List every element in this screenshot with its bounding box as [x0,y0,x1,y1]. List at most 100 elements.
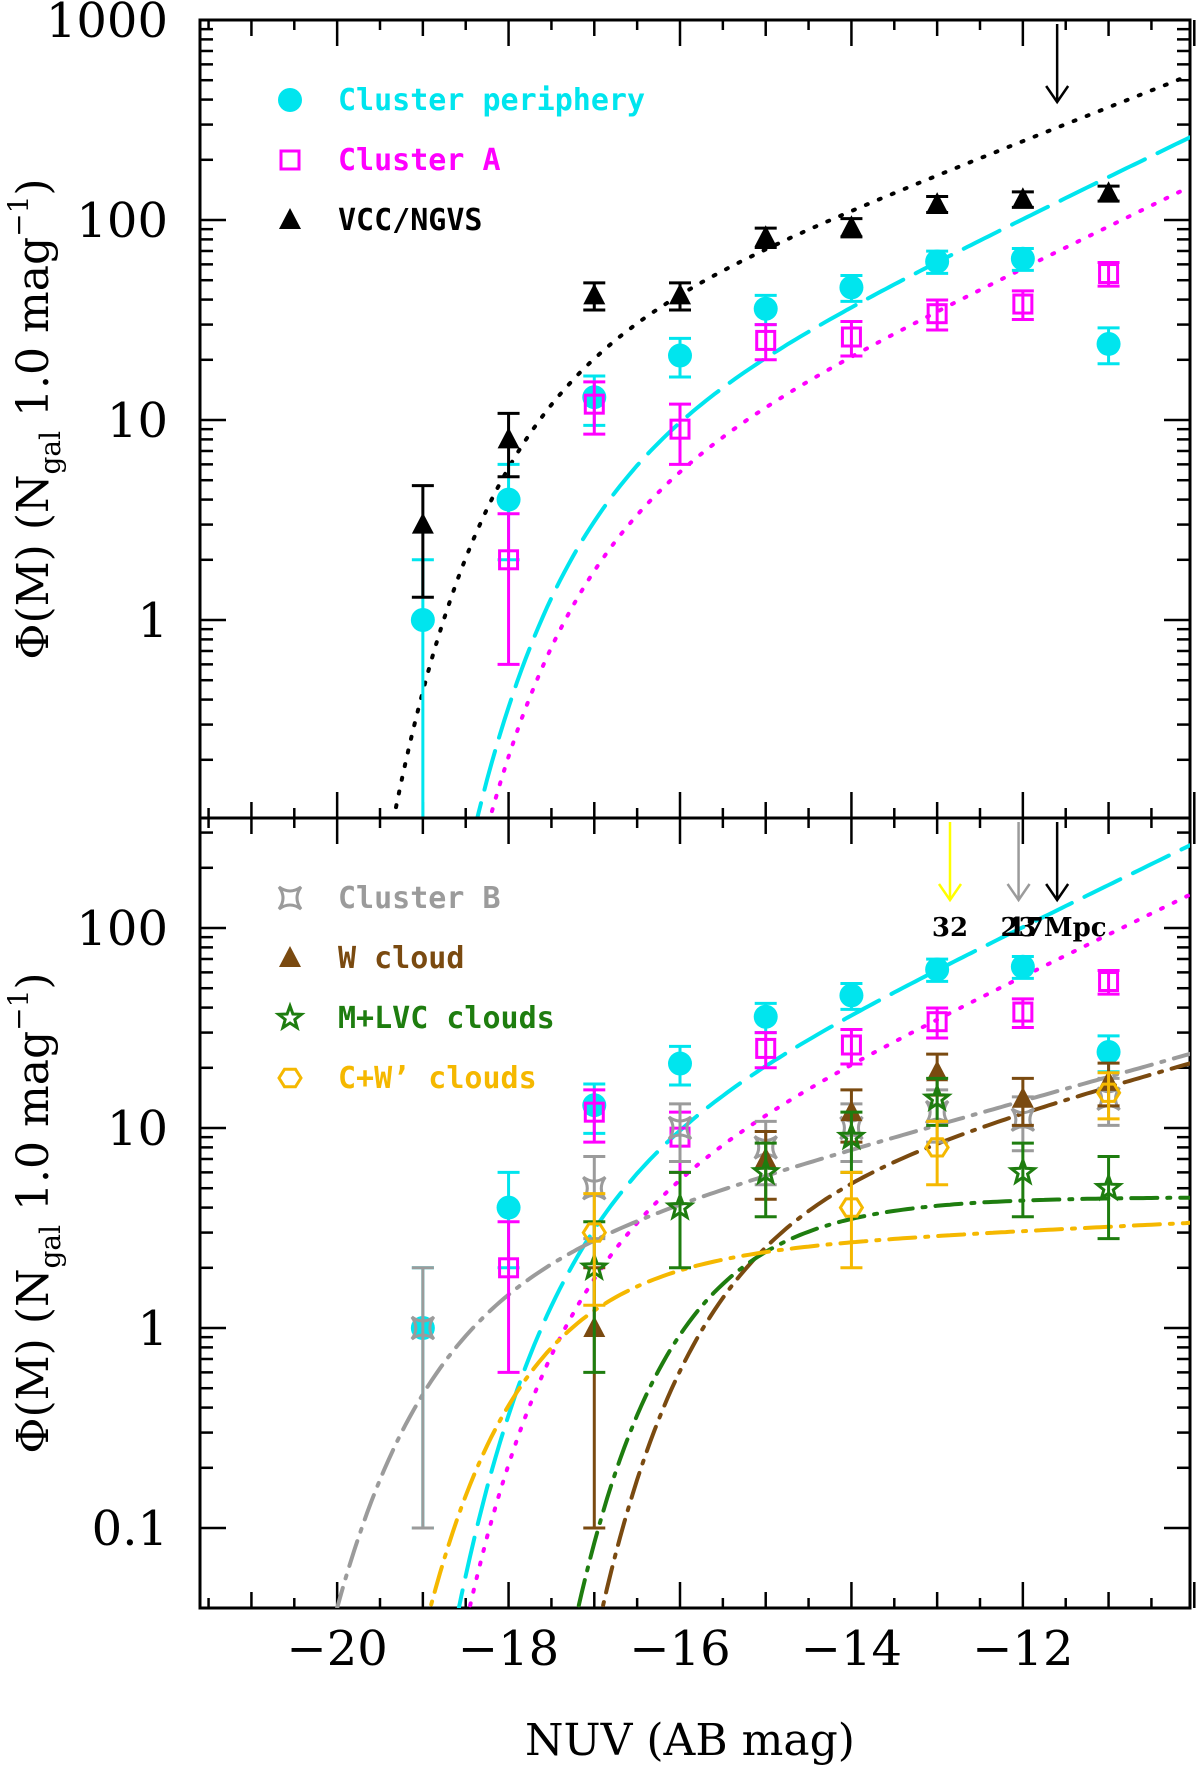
data-point [498,1257,520,1279]
data-point [1096,331,1121,356]
y-tick-label: 10 [107,1101,168,1157]
legend-label: Cluster B [338,881,501,916]
top-series [410,181,1121,818]
x-tick-label: −16 [629,1621,730,1677]
y-axis-title-part: Φ(M) (N [8,475,59,660]
fit-line [467,892,1190,1608]
legend-label: VCC/NGVS [338,203,483,238]
data-point [498,549,520,571]
fit-line [456,843,1190,1608]
y-axis-title-part: gal [34,1225,67,1269]
data-point [926,1011,948,1033]
data-point [750,1156,782,1186]
x-axis-title: NUV (AB mag) [525,1715,855,1766]
fit-line [391,73,1190,818]
data-point [668,1051,692,1076]
y-tick-label: 100 [76,193,168,249]
data-point [754,225,777,247]
distance-arrow-head [1006,883,1031,903]
x-tick-label: −20 [286,1621,387,1677]
legend-label: M+LVC clouds [338,1001,555,1036]
x-tick-label: −12 [972,1621,1073,1677]
data-point [925,957,950,982]
data-point [1093,1171,1125,1202]
data-point [839,275,864,300]
data-point [1012,1001,1034,1023]
data-point [664,1191,696,1221]
data-point [583,283,606,305]
y-axis-title-part: −1 [2,990,35,1031]
x-axis: −20 −18 −16 −14 −12 [286,1621,1073,1677]
data-point [840,326,862,348]
distance-arrow-head [1045,883,1070,903]
data-point [835,1120,867,1151]
data-point [1011,1086,1034,1108]
y-axis-title-part: ) [8,972,59,989]
legend-marker [279,208,301,229]
data-point [838,1197,865,1218]
y-axis-title: Φ(M) (Ngal 1.0 mag−1) [2,178,67,659]
legend-marker [279,149,301,171]
legend-label: C+W’ clouds [338,1061,537,1096]
x-tick-label: −18 [458,1621,559,1677]
data-point [1012,293,1034,315]
fit-line [335,1051,1190,1608]
y-tick-label: 1000 [46,0,168,49]
data-point [1097,181,1120,203]
y-axis-title-part: ) [8,178,59,195]
fit-line [475,135,1190,818]
data-point [496,1195,521,1220]
data-point [840,215,863,237]
distance-label: 17Mpc [1008,913,1107,943]
legend-label: Cluster periphery [338,83,645,118]
data-point [496,487,521,512]
data-point [753,1004,778,1029]
legend-marker [274,1001,306,1032]
data-point [753,1135,778,1160]
legend-label: W cloud [338,941,464,976]
data-point [1098,263,1120,285]
fit-line [428,1220,1190,1608]
data-point [1007,1156,1039,1186]
y-tick-label: 1 [137,1301,168,1357]
data-point [583,393,605,415]
data-point [1011,187,1034,209]
data-point [840,1034,862,1056]
y-tick-label: 100 [76,901,168,957]
data-point [1098,971,1120,993]
legend-marker [279,946,301,967]
data-point [753,296,778,321]
data-point [839,983,864,1008]
y-axis-title-part: −1 [2,196,35,237]
distance-arrow-head [937,883,963,903]
distance-label: 32 [932,913,968,943]
data-point [497,427,520,449]
bottom-fit-lines [335,843,1190,1608]
data-point [410,608,435,632]
y-axis-title: Φ(M) (Ngal 1.0 mag−1) [2,972,67,1453]
distance-arrow-head [1045,85,1070,105]
data-point [410,1315,436,1341]
y-axis-title-part: gal [34,431,67,475]
data-point [668,343,692,368]
data-point [1095,1082,1122,1103]
legend-marker [277,885,303,911]
fit-line [576,1195,1190,1608]
y-tick-label: 10 [107,393,168,449]
data-point [669,283,691,305]
y-tick-label: 1 [137,593,168,649]
bottom-series [410,954,1125,1530]
y-axis-title-part: 1.0 mag [8,237,59,431]
distance-label: 23 [1000,913,1036,943]
data-point [669,418,691,440]
data-point [667,1115,693,1141]
bottom-frame [198,816,1192,1610]
data-point [411,512,434,534]
data-point [583,1101,605,1123]
data-point [926,1060,949,1082]
y-tick-label: 0.1 [92,1501,168,1557]
top-fit-lines [391,73,1190,818]
fit-line [488,184,1190,818]
